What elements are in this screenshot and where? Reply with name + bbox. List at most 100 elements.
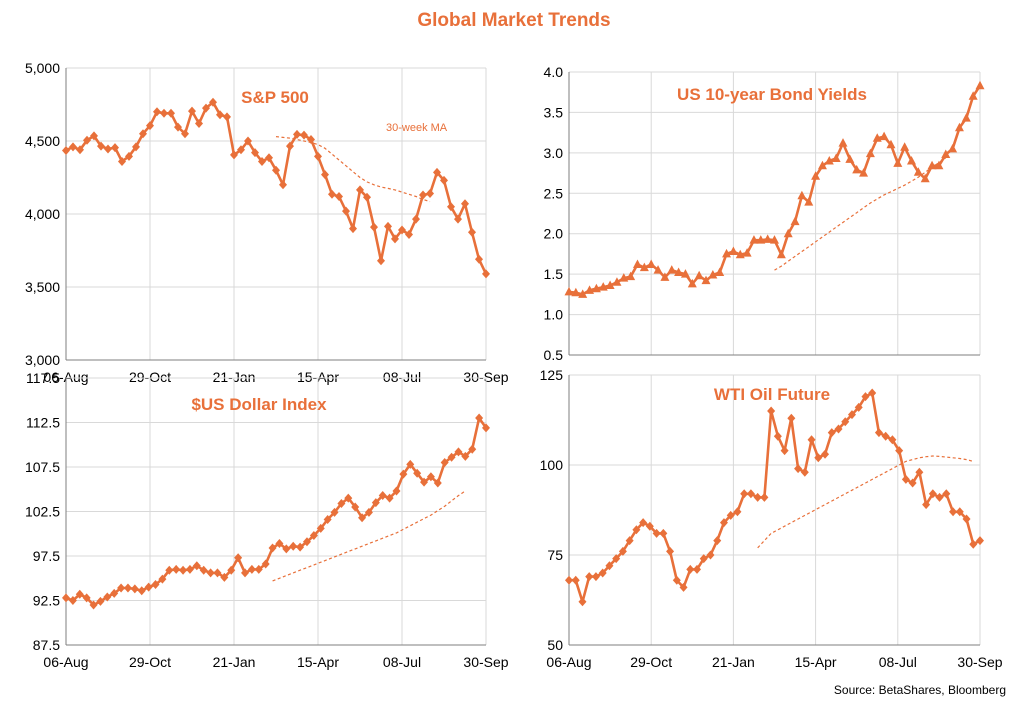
data-point [961,113,971,122]
data-point [62,593,70,603]
data-point [234,553,243,563]
y-tick-label: 0.5 [544,347,564,363]
data-point [461,199,469,209]
data-point [694,270,704,280]
x-tick-label: 08-Jul [383,369,421,385]
data-point [969,539,978,549]
data-point [790,216,800,226]
data-point [706,550,715,560]
x-tick-label: 29-Oct [129,654,171,670]
data-point [886,139,896,149]
data-point [69,142,77,152]
data-point [385,493,394,503]
data-point [728,246,738,256]
y-tick-label: 3,500 [25,279,60,295]
data-point [328,189,336,199]
x-tick-label: 08-Jul [383,654,421,670]
y-tick-label: 50 [547,637,563,653]
data-point [351,502,360,512]
data-point [814,453,823,463]
data-point [605,561,614,571]
data-point [975,80,985,90]
data-point [342,206,350,216]
y-tick-label: 75 [547,547,563,563]
data-point [893,158,903,167]
data-point [349,224,357,234]
panel-title: US 10-year Bond Yields [677,85,867,104]
data-point [454,214,462,224]
data-point [726,510,735,520]
data-point [160,108,168,118]
data-point [888,435,897,445]
data-point [927,160,937,170]
data-point [763,234,773,243]
y-tick-label: 125 [540,367,564,383]
data-point [652,528,661,538]
data-point [300,130,308,140]
data-point [316,523,325,533]
data-point [847,410,856,420]
data-point [420,477,429,487]
data-point [123,583,132,593]
data-point [83,135,91,145]
data-point [391,234,399,244]
data-point [733,507,742,517]
data-point [272,165,280,175]
data-point [378,490,387,500]
data-point [153,107,161,117]
data-point [626,271,636,281]
data-point [591,283,601,293]
data-point [241,568,250,578]
data-point [865,148,875,158]
data-point [746,489,755,499]
data-point [337,498,346,508]
data-point [942,489,951,499]
series-markers [62,413,490,610]
data-point [928,489,937,499]
y-tick-label: 102.5 [25,504,60,520]
data-point [845,154,855,163]
data-point [625,536,634,546]
y-tick-label: 4.0 [544,64,564,80]
series-markers [564,80,985,298]
data-point [879,131,889,141]
data-point [330,507,339,517]
data-point [968,91,978,100]
y-tick-label: 2.0 [544,226,564,242]
data-point [861,392,870,402]
data-point [363,192,371,202]
data-point [962,514,971,524]
data-point [89,600,98,610]
data-point [468,444,477,454]
data-point [364,507,373,517]
data-point [653,265,663,274]
data-point [413,468,422,478]
moving-average-line [757,455,974,549]
y-tick-label: 117.5 [26,370,60,386]
data-point [144,582,153,592]
data-point [103,592,112,602]
data-point [254,564,263,574]
data-point [578,597,587,607]
panel-title: WTI Oil Future [714,385,830,404]
data-point [268,543,277,553]
data-point [881,431,890,441]
data-point [598,282,608,291]
data-point [97,141,105,151]
data-point [392,486,401,496]
data-point [293,129,301,139]
data-point [915,467,924,477]
data-point [289,541,298,551]
data-point [735,249,745,259]
data-point [130,584,139,594]
data-point [907,155,916,165]
data-point [868,388,877,398]
data-point [841,417,850,427]
y-tick-label: 3.0 [544,145,564,161]
data-point [645,521,654,531]
data-point [356,185,364,195]
data-point [199,565,208,575]
